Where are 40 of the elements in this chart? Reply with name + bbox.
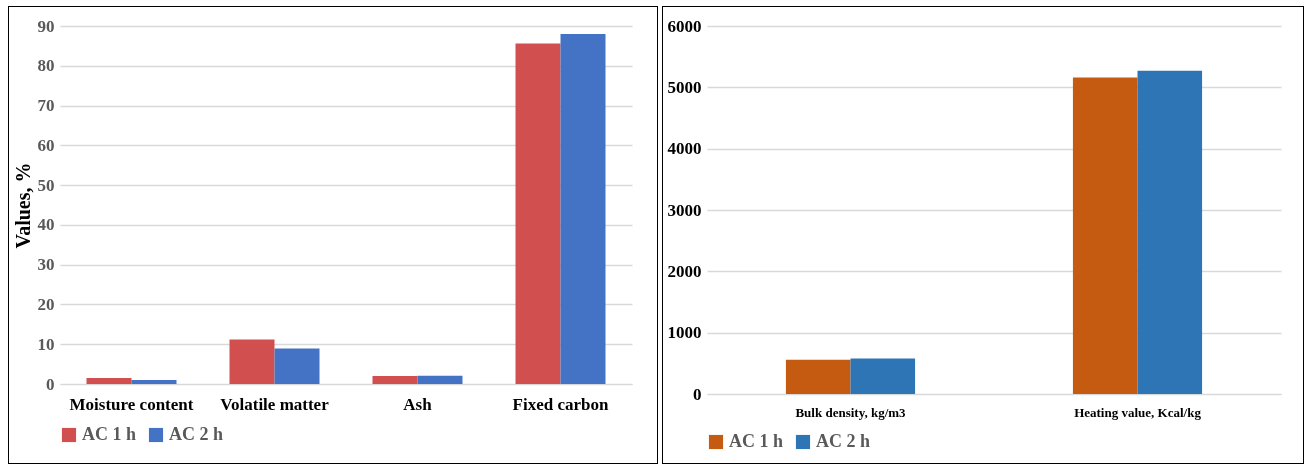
y-tick-label: 90: [37, 16, 55, 36]
bar: [274, 348, 320, 384]
y-tick-label: 0: [693, 384, 702, 404]
bar: [372, 376, 418, 384]
y-tick-label: 10: [37, 334, 55, 354]
y-tick-label: 40: [37, 215, 55, 235]
x-tick-label: Bulk density, kg/m3: [795, 404, 907, 420]
bar: [785, 359, 851, 394]
y-axis-title: Values, %: [11, 162, 34, 249]
bar: [417, 375, 463, 384]
y-tick-label: 60: [37, 135, 55, 155]
bar: [131, 380, 177, 384]
y-tick-label: 5000: [667, 77, 702, 97]
x-tick-label: Ash: [403, 394, 433, 414]
bar: [1137, 70, 1203, 394]
y-tick-label: 6000: [667, 16, 702, 36]
bar: [86, 378, 132, 384]
y-tick-label: 70: [37, 96, 55, 116]
x-tick-label: Volatile matter: [220, 394, 330, 414]
y-tick-label: 1000: [667, 323, 702, 343]
bar: [515, 43, 561, 384]
legend-label: AC 2 h: [169, 424, 224, 444]
legend-label: AC 1 h: [729, 431, 784, 451]
x-tick-label: Fixed carbon: [512, 394, 609, 414]
bar: [560, 33, 606, 384]
y-tick-label: 3000: [667, 200, 702, 220]
x-tick-label: Heating value, Kcal/kg: [1074, 404, 1202, 420]
y-tick-label: 50: [37, 175, 55, 195]
x-tick-label: Moisture content: [69, 394, 194, 414]
bar: [1072, 77, 1138, 394]
y-tick-label: 20: [37, 294, 55, 314]
bar: [850, 358, 916, 394]
y-tick-label: 2000: [667, 261, 702, 281]
y-tick-label: 30: [37, 255, 55, 275]
y-tick-label: 80: [37, 56, 55, 76]
bar: [229, 339, 275, 384]
legend-label: AC 1 h: [82, 424, 137, 444]
legend-label: AC 2 h: [816, 431, 871, 451]
y-tick-label: 4000: [667, 139, 702, 159]
y-tick-label: 0: [46, 374, 55, 394]
